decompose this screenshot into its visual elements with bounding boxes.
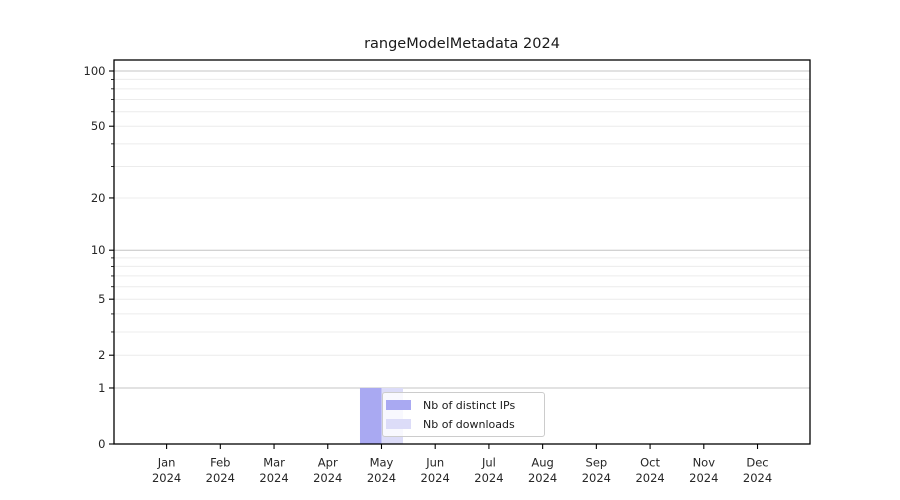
- y-tick-label: 100: [84, 64, 106, 78]
- x-tick-label-month: Jan: [157, 456, 176, 470]
- legend-swatch-distinct-ips: [386, 400, 411, 410]
- legend: Nb of distinct IPs Nb of downloads: [382, 392, 545, 437]
- x-tick-label-year: 2024: [474, 471, 503, 485]
- x-tick-label-year: 2024: [152, 471, 181, 485]
- y-tick-label: 5: [98, 292, 105, 306]
- x-tick-label-year: 2024: [635, 471, 664, 485]
- chart-title: rangeModelMetadata 2024: [364, 36, 560, 52]
- y-tick-label: 1: [98, 381, 105, 395]
- x-tick-label-month: Feb: [210, 456, 230, 470]
- x-tick-label-month: May: [370, 456, 394, 470]
- y-tick-label: 2: [98, 348, 105, 362]
- x-tick-label-month: Aug: [531, 456, 553, 470]
- x-tick-label-month: Jul: [481, 456, 496, 470]
- legend-label-distinct-ips: Nb of distinct IPs: [423, 398, 516, 412]
- bar-distinct-ips-may: [359, 387, 382, 444]
- legend-swatch-downloads: [386, 419, 411, 429]
- x-tick-label-month: Apr: [318, 456, 338, 470]
- x-tick-label-year: 2024: [313, 471, 342, 485]
- x-tick-label-month: Sep: [586, 456, 608, 470]
- x-tick-label-year: 2024: [259, 471, 288, 485]
- legend-item-distinct-ips: Nb of distinct IPs: [383, 396, 544, 415]
- y-tick-label: 20: [91, 191, 106, 205]
- x-tick-label-year: 2024: [367, 471, 396, 485]
- y-tick-label: 50: [91, 119, 106, 133]
- x-tick-label-month: Mar: [263, 456, 285, 470]
- legend-item-downloads: Nb of downloads: [383, 415, 544, 434]
- x-tick-label-year: 2024: [582, 471, 611, 485]
- x-tick-label-year: 2024: [528, 471, 557, 485]
- y-tick-label: 10: [91, 243, 106, 257]
- x-tick-label-month: Dec: [746, 456, 768, 470]
- x-tick-label-year: 2024: [689, 471, 718, 485]
- x-tick-label-year: 2024: [206, 471, 235, 485]
- legend-label-downloads: Nb of downloads: [423, 417, 515, 431]
- x-tick-label-month: Oct: [640, 456, 660, 470]
- x-tick-label-month: Jun: [425, 456, 444, 470]
- x-tick-label-year: 2024: [421, 471, 450, 485]
- x-tick-label-month: Nov: [693, 456, 716, 470]
- x-tick-label-year: 2024: [743, 471, 772, 485]
- y-tick-label: 0: [98, 437, 105, 451]
- plot-frame: [113, 59, 811, 445]
